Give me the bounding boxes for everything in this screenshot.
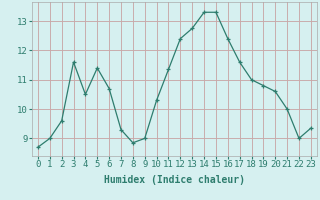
X-axis label: Humidex (Indice chaleur): Humidex (Indice chaleur) [104,175,245,185]
